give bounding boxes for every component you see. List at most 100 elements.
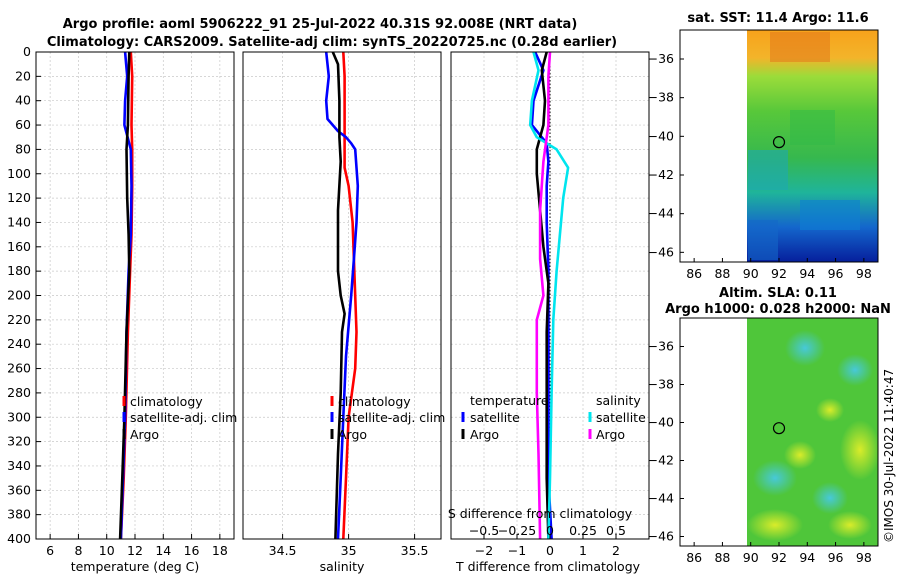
salinity-axes-frame	[242, 51, 442, 540]
difference-series	[528, 51, 570, 540]
map-x-tick-label: 96	[828, 266, 844, 281]
x-tick-label: 35	[341, 543, 357, 558]
x-tick-label: 34.5	[269, 543, 297, 558]
salinity-xlabel: salinity	[320, 559, 365, 574]
sst-warm-patch	[770, 32, 830, 62]
map-y-tick-label: −38	[648, 90, 674, 105]
sla-high-blob-5	[816, 398, 844, 422]
y-tick-label: 20	[15, 68, 31, 83]
y-tick-label: 260	[7, 361, 31, 376]
map-x-tick-label: 94	[799, 266, 815, 281]
x-tick-label: 16	[184, 543, 200, 558]
temperature-legend-argo: Argo	[130, 427, 159, 442]
x-tick-label: 1	[579, 543, 587, 558]
x-tick-label: 6	[46, 543, 54, 558]
map-y-tick-label: −40	[648, 415, 674, 430]
salinity-panel: 34.5 35 35.5 salinity climatology satellit…	[242, 51, 445, 574]
x-tick-label: 2	[612, 543, 620, 558]
temperature-legend-satellite: satellite-adj. clim	[130, 410, 237, 425]
sla-map-xticks: 86 88 90 92 94 96 98	[686, 542, 872, 565]
series-line-satellite-adj-clim	[324, 51, 360, 540]
sst-cool-patch-3	[748, 220, 778, 260]
salinity-diff-tick-label: −0.5	[469, 523, 499, 538]
temperature-xticks: 6 8 10 12 14 16 18	[46, 534, 228, 558]
salinity-diff-tick-label: 0.5	[606, 523, 626, 538]
y-tick-label: 40	[15, 93, 31, 108]
salinity-grid	[243, 51, 441, 540]
y-tick-label: 0	[23, 44, 31, 59]
map-y-tick-label: −42	[648, 453, 674, 468]
map-x-tick-label: 88	[714, 266, 730, 281]
temperature-legend: climatology satellite-adj. clim Argo	[122, 394, 237, 442]
y-tick-label: 200	[7, 288, 31, 303]
difference-axes-frame	[450, 51, 650, 540]
sla-low-blob-3	[753, 460, 797, 496]
map-y-tick-label: −46	[648, 244, 674, 259]
sst-cool-patch-2	[800, 200, 860, 230]
x-tick-label: 12	[127, 543, 143, 558]
salinity-xticks: 34.5 35 35.5	[269, 534, 429, 558]
imos-timestamp-watermark: ©IMOS 30-Jul-2022 11:40:47	[882, 369, 896, 543]
map-x-tick-label: 90	[743, 550, 759, 565]
difference-salinity-xticks: −0.5−0.25 0 0.25 0.5	[469, 523, 626, 538]
legend-salinity-satellite: satellite	[596, 410, 646, 425]
temperature-yticks: 0 20 40 60 80 100 120 140 160 180 200 220 240 260 280 3…	[7, 44, 41, 546]
figure-title-line2: Climatology: CARS2009. Satellite-adj cli…	[47, 35, 617, 50]
sla-high-blob-4	[828, 511, 872, 539]
sst-green-patch	[790, 110, 835, 145]
y-tick-label: 400	[7, 531, 31, 546]
sla-map-title-line2: Argo h1000: 0.028 h2000: NaN	[665, 302, 891, 317]
sst-cool-patch-1	[748, 150, 788, 190]
map-y-tick-label: −42	[648, 167, 674, 182]
legend-temperature-satellite: satellite	[470, 410, 520, 425]
sla-map-frame	[679, 317, 879, 547]
x-tick-label: −2	[475, 543, 493, 558]
legend-salinity-argo: Argo	[596, 427, 625, 442]
y-tick-label: 120	[7, 190, 31, 205]
sla-map-yticks: −36 −38 −40 −42 −44 −46	[648, 339, 684, 544]
difference-panel: −2 −1 0 1 2 −0.5−0.25 0 0.25 0.5 T difference f…	[448, 51, 650, 574]
y-tick-label: 60	[15, 117, 31, 132]
y-tick-label: 360	[7, 482, 31, 497]
map-x-tick-label: 86	[686, 550, 702, 565]
temperature-xlabel: temperature (deg C)	[71, 559, 200, 574]
map-x-tick-label: 96	[828, 550, 844, 565]
map-x-tick-label: 92	[771, 550, 787, 565]
salinity-legend: climatology satellite-adj. clim Argo	[330, 394, 445, 442]
map-x-tick-label: 86	[686, 266, 702, 281]
y-tick-label: 380	[7, 507, 31, 522]
sst-map-yticks: −36 −38 −40 −42 −44 −46	[648, 51, 684, 259]
sla-map-title-line1: Altim. SLA: 0.11	[719, 286, 837, 301]
y-tick-label: 300	[7, 409, 31, 424]
x-tick-label: 0	[546, 543, 554, 558]
x-tick-label: −1	[508, 543, 526, 558]
sla-map-profile-marker	[772, 422, 786, 435]
difference-secondary-xlabel: S difference from climatology	[448, 506, 633, 521]
x-tick-label: 14	[155, 543, 171, 558]
map-y-tick-label: −44	[648, 206, 674, 221]
sst-map-panel: sat. SST: 11.4 Argo: 11.6 86 88 90 92 94 96 98…	[648, 11, 879, 281]
series-line-salinity-argo	[535, 51, 552, 540]
series-line-temperature-satellite	[530, 51, 553, 540]
temperature-legend-climatology: climatology	[130, 394, 203, 409]
map-y-tick-label: −36	[648, 339, 674, 354]
map-y-tick-label: −46	[648, 529, 674, 544]
y-tick-label: 180	[7, 263, 31, 278]
y-tick-label: 220	[7, 312, 31, 327]
sst-map-xticks: 86 88 90 92 94 96 98	[686, 258, 872, 281]
map-y-tick-label: −38	[648, 377, 674, 392]
sla-low-blob-4	[812, 482, 848, 514]
salinity-legend-climatology: climatology	[338, 394, 411, 409]
map-x-tick-label: 92	[771, 266, 787, 281]
x-tick-label: 35.5	[401, 543, 429, 558]
legend-salinity-title: salinity	[596, 393, 641, 408]
sst-map-frame	[679, 29, 879, 263]
x-tick-label: 10	[99, 543, 115, 558]
y-tick-label: 100	[7, 166, 31, 181]
legend-temperature-title: temperature	[470, 393, 549, 408]
y-tick-label: 160	[7, 239, 31, 254]
map-x-tick-label: 98	[856, 550, 872, 565]
map-x-tick-label: 94	[799, 550, 815, 565]
y-tick-label: 240	[7, 336, 31, 351]
